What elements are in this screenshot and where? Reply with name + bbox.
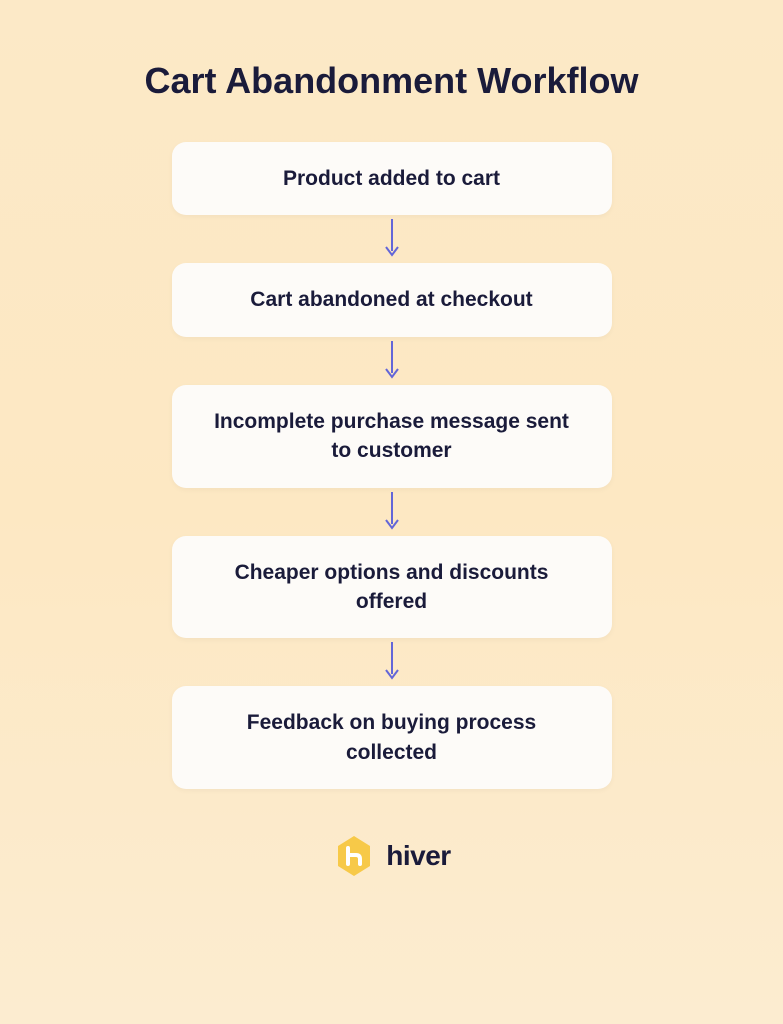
flow-node: Cheaper options and discounts offered bbox=[172, 536, 612, 639]
page-title: Cart Abandonment Workflow bbox=[145, 60, 639, 102]
flow-arrow-icon bbox=[384, 337, 400, 385]
flow-arrow-icon bbox=[384, 215, 400, 263]
flow-node: Product added to cart bbox=[172, 142, 612, 215]
brand-logo-text: hiver bbox=[386, 840, 450, 872]
flow-node: Feedback on buying process collected bbox=[172, 686, 612, 789]
hiver-logo-icon bbox=[332, 834, 376, 878]
flow-node: Cart abandoned at checkout bbox=[172, 263, 612, 336]
flow-arrow-icon bbox=[384, 488, 400, 536]
flow-arrow-icon bbox=[384, 638, 400, 686]
flowchart: Product added to cart Cart abandoned at … bbox=[172, 142, 612, 789]
brand-logo: hiver bbox=[332, 834, 450, 878]
flow-node: Incomplete purchase message sent to cust… bbox=[172, 385, 612, 488]
